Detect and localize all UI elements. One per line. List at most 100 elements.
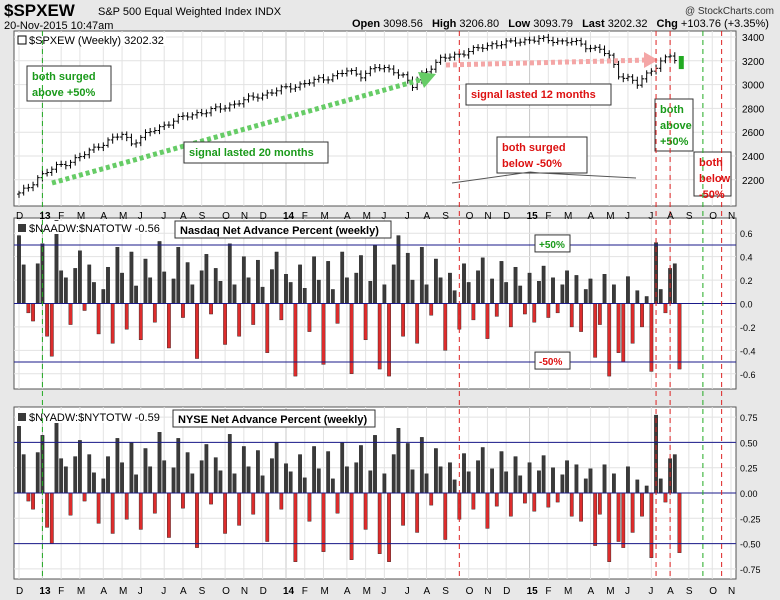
panel-3-bar — [35, 452, 40, 494]
panel-3-bar — [120, 462, 124, 494]
panel-2-bar — [597, 303, 602, 325]
panel-2-bar — [274, 251, 279, 304]
panel-3-bar — [354, 462, 359, 494]
annot-signal-20-line: signal lasted 20 months — [189, 147, 314, 159]
x-axis-label: M — [564, 211, 572, 222]
panel-2-bar — [546, 303, 551, 318]
panel-3-bar — [593, 492, 598, 546]
annot-both-below-line: -50% — [699, 189, 725, 201]
panel-2-bar — [504, 282, 509, 304]
panel-3-bar — [555, 492, 560, 503]
panel-3-bar — [181, 492, 185, 509]
x-axis-label: N — [241, 211, 248, 222]
panel-2-bar — [513, 266, 518, 304]
x-axis-label: S — [686, 211, 693, 222]
x-axis-label: O — [709, 586, 717, 597]
panel-2-bar — [476, 270, 480, 304]
panel-2-bar — [349, 303, 354, 374]
panel-2-tick-label: 0.2 — [740, 276, 753, 286]
panel-3-bar — [21, 454, 26, 494]
panel-2-bar — [181, 303, 185, 318]
panel-2-bar — [316, 279, 321, 304]
panel-2-bar — [644, 296, 649, 304]
x-axis-label: N — [728, 211, 735, 222]
panel-3-bar — [597, 492, 602, 515]
panel-3-bar — [504, 471, 509, 494]
panel-2-bar — [152, 303, 157, 323]
panel-2-bar — [256, 259, 260, 304]
panel-3-bar — [658, 478, 663, 494]
panel-3-bar — [485, 492, 490, 529]
annot-both-above-line: above — [660, 120, 692, 132]
panel-3-bar — [335, 492, 340, 514]
panel-3-bar — [106, 456, 110, 494]
panel-3-bar — [349, 492, 354, 560]
panel-2-bar — [204, 254, 209, 304]
panel-3-bar — [640, 492, 644, 517]
panel-3-title-box — [172, 409, 376, 428]
panel-2-bar — [518, 285, 523, 304]
panel-3-bar — [237, 492, 242, 526]
panel-2-bar — [302, 288, 307, 304]
x-axis-label: A — [180, 211, 187, 222]
panel-2-bar — [415, 303, 420, 344]
panel-3-bar — [490, 468, 494, 494]
panel-3-bar — [387, 492, 391, 563]
panel-2-bar — [588, 278, 593, 304]
x-axis-label: N — [484, 586, 491, 597]
chg-label: Chg — [656, 18, 678, 30]
panel-3-bar — [162, 460, 167, 494]
panel-2-bar — [162, 271, 167, 304]
panel-2-bar — [345, 277, 349, 304]
x-axis-label: N — [241, 586, 248, 597]
panel-3-bar — [31, 492, 35, 510]
panel-3-bar — [672, 454, 677, 494]
panel-3-bar — [298, 454, 302, 494]
panel-3-bar — [45, 492, 49, 528]
panel-3-bar — [644, 485, 649, 494]
panel-2-bar — [115, 247, 120, 304]
price-legend-bg — [16, 33, 166, 46]
panel-3-bar — [663, 492, 668, 503]
price-tick-label: 3400 — [742, 33, 765, 44]
ref-label-plus-box — [534, 234, 571, 253]
panel-2-bar — [284, 274, 288, 304]
last-value: 3202.32 — [607, 18, 648, 30]
panel-3-bar — [213, 457, 218, 494]
panel-2-bar — [49, 303, 54, 357]
panel-3-bar — [541, 455, 546, 494]
panel-3-tick-label: 0.50 — [740, 438, 758, 448]
panel-2-bar — [246, 277, 251, 304]
panel-2-bar — [560, 284, 565, 304]
panel-2-bar — [396, 235, 401, 304]
price-tick-label: 2600 — [742, 128, 765, 139]
x-axis-label: S — [442, 586, 449, 597]
panel-3-bar — [87, 454, 92, 494]
x-axis-label: O — [466, 586, 474, 597]
panel-3-bar — [152, 492, 157, 514]
panel-3-bar — [157, 432, 162, 494]
panel-3-bar — [330, 478, 335, 494]
x-axis-label: A — [100, 211, 107, 222]
panel-2-bar — [541, 265, 546, 304]
annot-signal-12-line: signal lasted 12 months — [471, 89, 596, 101]
panel-3-bar — [134, 474, 138, 494]
panel-2-tick-label: 0.0 — [740, 300, 753, 310]
panel-2-bar — [382, 284, 387, 304]
panel-3-bar — [523, 492, 527, 504]
panel-2-bar — [110, 303, 115, 344]
annot-signal-20-box — [183, 141, 329, 164]
panel-3-bar — [621, 492, 626, 548]
panel-3-bar — [185, 452, 190, 494]
panel-3-bar — [68, 492, 73, 516]
panel-2-bar — [471, 303, 476, 321]
brand-watermark: @ StockCharts.com — [684, 6, 774, 17]
panel-3-bar — [49, 492, 54, 544]
panel-3-bar — [518, 475, 523, 494]
chart-date: 20-Nov-2015 10:47am — [4, 20, 114, 32]
panel-2-bar — [78, 250, 82, 304]
panel-2-bar — [17, 235, 21, 304]
panel-2-bar — [232, 284, 237, 304]
panel-2-bar — [405, 252, 410, 304]
panel-3-bar — [508, 492, 513, 517]
